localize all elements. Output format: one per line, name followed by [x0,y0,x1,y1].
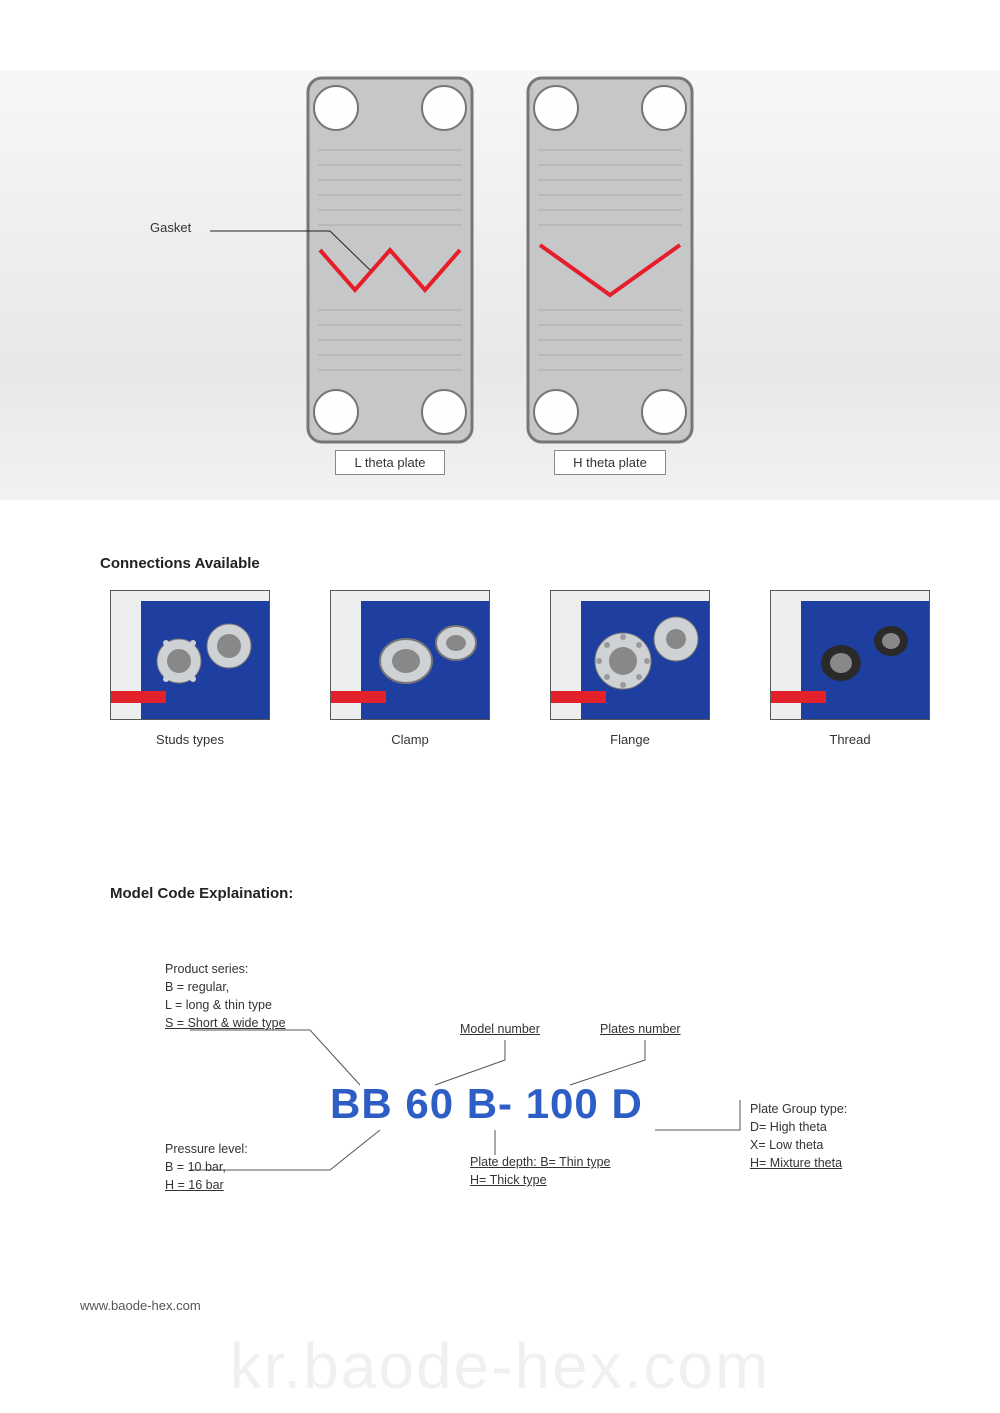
ann-product-series: Product series: B = regular, L = long & … [165,960,286,1033]
ann-pd-head: Plate depth: B= Thin type [470,1153,611,1171]
plate-l-caption: L theta plate [335,450,444,475]
ann-model-number: Model number [460,1020,540,1038]
conn-studs-thumb [110,590,270,720]
page-root: Gasket [0,0,1000,1413]
conn-clamp: Clamp [320,590,500,747]
gasket-label: Gasket [150,220,191,235]
ann-pl-head: Pressure level: [165,1140,248,1158]
footer-url: www.baode-hex.com [80,1298,201,1313]
conn-flange: Flange [540,590,720,747]
conn-studs-caption: Studs types [156,732,224,747]
plate-l-svg [300,70,480,450]
ann-ps-l2: S = Short & wide type [165,1014,286,1032]
ann-pl-l0: B = 10 bar, [165,1158,248,1176]
ann-plate-depth: Plate depth: B= Thin type H= Thick type [470,1153,611,1189]
conn-flange-thumb [550,590,710,720]
plate-h-caption: H theta plate [554,450,666,475]
connections-title: Connections Available [100,555,260,572]
gasket-leader [0,70,1000,500]
plate-l-theta: L theta plate [300,70,480,500]
watermark: kr.baode-hex.com [0,1329,1000,1403]
model-code-text: BB 60 B- 100 D [330,1080,643,1128]
conn-thread-thumb [770,590,930,720]
ann-ps-l0: B = regular, [165,978,286,996]
ann-plate-group: Plate Group type: D= High theta X= Low t… [750,1100,847,1173]
ann-pn-head: Plates number [600,1022,681,1036]
conn-thread: Thread [760,590,940,747]
ann-pg-l1: X= Low theta [750,1136,847,1154]
ann-pressure-level: Pressure level: B = 10 bar, H = 16 bar [165,1140,248,1194]
conn-clamp-thumb [330,590,490,720]
conn-studs: Studs types [100,590,280,747]
plate-h-svg [520,70,700,450]
ann-pg-head: Plate Group type: [750,1100,847,1118]
conn-clamp-caption: Clamp [391,732,429,747]
ann-plates-number: Plates number [600,1020,681,1038]
ann-pl-l1: H = 16 bar [165,1176,248,1194]
plate-h-theta: H theta plate [520,70,700,500]
plate-diagram-area: Gasket [0,70,1000,500]
ann-ps-l1: L = long & thin type [165,996,286,1014]
conn-thread-caption: Thread [829,732,870,747]
conn-flange-caption: Flange [610,732,650,747]
ann-pg-l2: H= Mixture theta [750,1154,847,1172]
ann-product-series-head: Product series: [165,960,286,978]
ann-mn-head: Model number [460,1022,540,1036]
connections-row: Studs types Clamp [100,590,940,747]
ann-pd-l0: H= Thick type [470,1171,611,1189]
ann-pg-l0: D= High theta [750,1118,847,1136]
model-code-title: Model Code Explaination: [110,885,293,902]
model-code-diagram: BB 60 B- 100 D Product series: B = regu [100,940,920,1220]
